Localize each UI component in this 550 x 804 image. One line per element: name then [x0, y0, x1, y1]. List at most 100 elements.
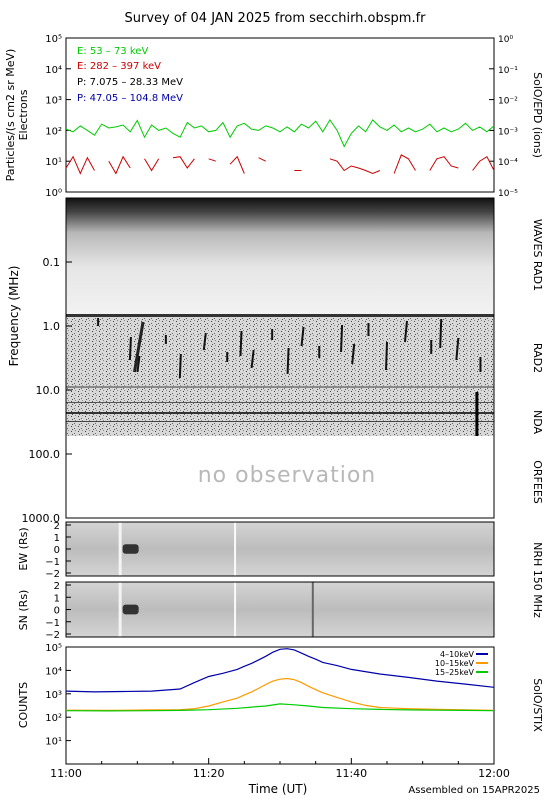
particles-ylabel: Particles/(s cm2 sr MeV) [4, 49, 17, 182]
particles-series-line-1 [258, 157, 266, 162]
ew-event-line [234, 522, 237, 576]
ew-ytick-label: 2 [54, 521, 60, 532]
particles-ytick-label: 10⁴ [45, 65, 62, 76]
particles-right-label: SolO/EPD (ions) [531, 72, 544, 158]
stix-right-label: SolO/STIX [531, 678, 544, 732]
label-nda: NDA [531, 410, 544, 435]
radio-spectrogram-panel: 0.1 1.0 10.0 100.0 1000.0 no observation Fre… [7, 197, 544, 525]
sn-ytick-label: −1 [45, 618, 60, 629]
radio-burst [439, 318, 443, 349]
particles-ylabel-electrons: Electrons [17, 89, 30, 140]
particles-y2tick-label: 10⁻¹ [498, 66, 518, 76]
radio-burst [286, 347, 290, 375]
stix-ylabel: COUNTS [17, 682, 30, 728]
label-waves-rad1: WAVES RAD1 [531, 219, 544, 291]
radio-burst [403, 320, 408, 343]
label-orfees: ORFEES [531, 460, 544, 504]
sn-ytick-label: 1 [54, 593, 60, 604]
label-rad2: RAD2 [531, 343, 544, 373]
nrh-right-label: NRH 150 MHz [531, 542, 544, 618]
stix-legend-label: 15–25keV [435, 668, 475, 677]
particles-series-line-1 [472, 155, 495, 171]
time-tick-label: 12:00 [478, 767, 510, 780]
particles-y2tick-label: 10⁻⁴ [498, 158, 518, 168]
particles-series-line-1 [144, 158, 160, 172]
legend-electrons-low: E: 53 – 73 keV [77, 46, 148, 57]
sn-event-line [311, 582, 314, 637]
particles-y2tick-label: 10⁻⁵ [498, 189, 518, 199]
ew-ytick-label: −2 [45, 569, 60, 580]
particles-y2tick-label: 10⁻² [498, 97, 518, 107]
radio-burst [136, 355, 141, 373]
stix-ytick-label: 10³ [45, 690, 62, 701]
radio-burst [340, 324, 344, 353]
stix-series-line-2 [65, 703, 495, 712]
stix-ytick-label: 10⁴ [45, 666, 62, 677]
radio-burst [128, 336, 132, 361]
sn-ytick-label: 0 [54, 606, 60, 617]
particles-series-line-1 [108, 155, 131, 175]
legend-protons-high: P: 47.05 – 104.8 MeV [77, 93, 183, 104]
particles-series-line-1 [65, 155, 95, 175]
stix-legend-label: 10–15keV [435, 659, 475, 668]
radio-burst [455, 337, 460, 361]
frequency-ylabel: Frequency (MHz) [7, 266, 21, 367]
particles-ytick-label: 10⁵ [45, 34, 62, 45]
particles-series-line-1 [229, 155, 245, 174]
stix-series-line-0 [65, 648, 495, 693]
ew-ytick-label: −1 [45, 557, 60, 568]
frequency-ytick-label: 10.0 [36, 384, 61, 397]
stix-legend-label: 4–10keV [440, 650, 475, 659]
particles-series-line-1 [172, 156, 195, 169]
time-tick-label: 11:00 [50, 767, 82, 780]
particles-legend: E: 53 – 73 keV E: 282 – 397 keV P: 7.075… [77, 46, 183, 104]
ew-ylabel: EW (Rs) [17, 527, 30, 570]
ew-event-gap [118, 522, 122, 576]
ew-event-source [122, 544, 139, 554]
radio-burst [202, 332, 207, 351]
particles-ytick-label: 10¹ [45, 157, 62, 168]
radio-burst [178, 353, 182, 379]
frequency-ytick-label: 100.0 [29, 448, 61, 461]
particles-ytick-label: 10² [45, 126, 62, 137]
nrh-sn-panel: −2−10 12 SN (Rs) [17, 581, 495, 641]
sn-event-line [234, 582, 237, 637]
particles-series-line-0 [65, 118, 495, 148]
stix-ytick-label: 10⁵ [45, 643, 62, 654]
particles-y2tick-label: 10⁰ [498, 35, 513, 45]
particles-series-line-1 [393, 154, 416, 174]
radio-burst [250, 349, 255, 369]
stix-ytick-label: 10² [45, 713, 62, 724]
particles-series-line-1 [329, 158, 381, 175]
stix-ytick-label: 10¹ [45, 737, 62, 748]
time-tick-label: 11:40 [335, 767, 367, 780]
radio-burst [351, 343, 356, 365]
time-xlabel: Time (UT) [248, 782, 308, 796]
particles-ytick-label: 10³ [45, 96, 62, 107]
frequency-ytick-label: 1000.0 [22, 512, 61, 525]
sn-event-gap [118, 582, 122, 637]
particles-series-line-1 [208, 158, 216, 162]
particles-ytick-label: 10⁰ [45, 188, 62, 199]
particles-y2tick-label: 10⁻³ [498, 127, 518, 137]
sn-ytick-label: −2 [45, 630, 60, 641]
no-observation-label: no observation [198, 463, 377, 488]
sn-ytick-label: 2 [54, 581, 60, 592]
frequency-ytick-label: 0.1 [43, 256, 61, 269]
radio-burst [133, 321, 145, 373]
particles-panel: 10⁰ 10¹ 10² 10³ 10⁴ 10⁵ 10⁻⁵ 10⁻⁴ 10⁻³ 10⁻² 10⁻¹ 10… [4, 34, 544, 199]
particles-series-line-1 [429, 156, 459, 171]
sn-ylabel: SN (Rs) [17, 590, 30, 631]
stix-series-line-1 [65, 677, 495, 712]
radio-burst [239, 330, 243, 357]
radio-burst [300, 326, 305, 347]
ew-ytick-label: 1 [54, 533, 60, 544]
legend-protons-low: P: 7.075 – 28.33 MeV [77, 77, 183, 88]
assembled-footer: Assembled on 15APR2025 [408, 785, 540, 796]
time-axis: 11:00 11:20 11:40 12:00 [50, 758, 510, 780]
figure-title: Survey of 04 JAN 2025 from secchirh.obsp… [125, 11, 427, 26]
